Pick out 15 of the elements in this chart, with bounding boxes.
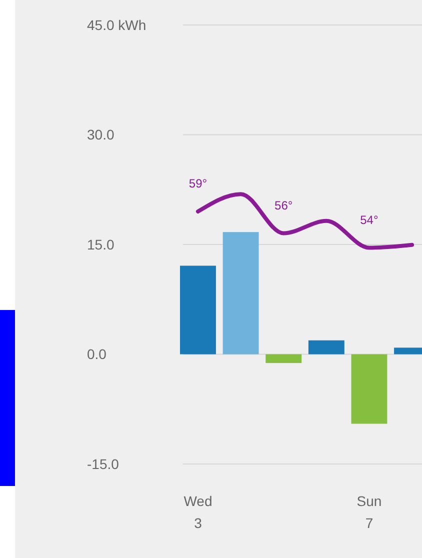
y-tick-label: -15.0 xyxy=(87,456,120,472)
bar xyxy=(266,354,302,364)
data-label: 54° xyxy=(360,212,378,227)
data-label: 56° xyxy=(274,198,293,212)
bar xyxy=(180,266,216,354)
x-tick-label: Sun 7 xyxy=(356,493,382,531)
bar xyxy=(351,354,388,424)
bar xyxy=(308,340,344,354)
y-tick-label: 45.0 kWh xyxy=(87,16,146,33)
y-tick-label: 0.0 xyxy=(87,346,107,362)
x-tick-label: Wed 3 xyxy=(184,493,212,531)
bar xyxy=(222,232,259,354)
data-label: 59° xyxy=(188,176,208,190)
y-tick-label: 30.0 xyxy=(87,126,114,143)
y-tick-label: 15.0 xyxy=(87,236,114,252)
